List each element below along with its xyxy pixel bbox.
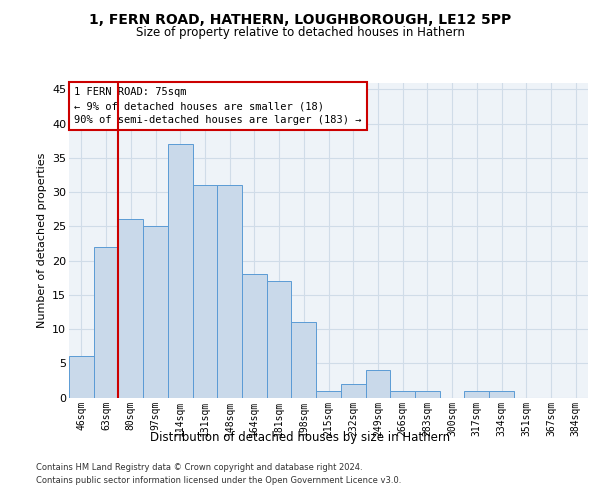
Bar — [217, 185, 242, 398]
Text: Distribution of detached houses by size in Hathern: Distribution of detached houses by size … — [150, 431, 450, 444]
Bar — [464, 390, 489, 398]
Bar — [242, 274, 267, 398]
Bar — [168, 144, 193, 398]
Bar — [390, 390, 415, 398]
Bar — [143, 226, 168, 398]
Bar — [193, 185, 217, 398]
Y-axis label: Number of detached properties: Number of detached properties — [37, 152, 47, 328]
Bar — [415, 390, 440, 398]
Bar — [365, 370, 390, 398]
Bar — [69, 356, 94, 398]
Bar — [118, 220, 143, 398]
Bar — [267, 281, 292, 398]
Text: 1 FERN ROAD: 75sqm
← 9% of detached houses are smaller (18)
90% of semi-detached: 1 FERN ROAD: 75sqm ← 9% of detached hous… — [74, 87, 362, 125]
Text: 1, FERN ROAD, HATHERN, LOUGHBOROUGH, LE12 5PP: 1, FERN ROAD, HATHERN, LOUGHBOROUGH, LE1… — [89, 12, 511, 26]
Text: Contains HM Land Registry data © Crown copyright and database right 2024.: Contains HM Land Registry data © Crown c… — [36, 464, 362, 472]
Bar — [341, 384, 365, 398]
Text: Size of property relative to detached houses in Hathern: Size of property relative to detached ho… — [136, 26, 464, 39]
Text: Contains public sector information licensed under the Open Government Licence v3: Contains public sector information licen… — [36, 476, 401, 485]
Bar — [94, 247, 118, 398]
Bar — [292, 322, 316, 398]
Bar — [316, 390, 341, 398]
Bar — [489, 390, 514, 398]
